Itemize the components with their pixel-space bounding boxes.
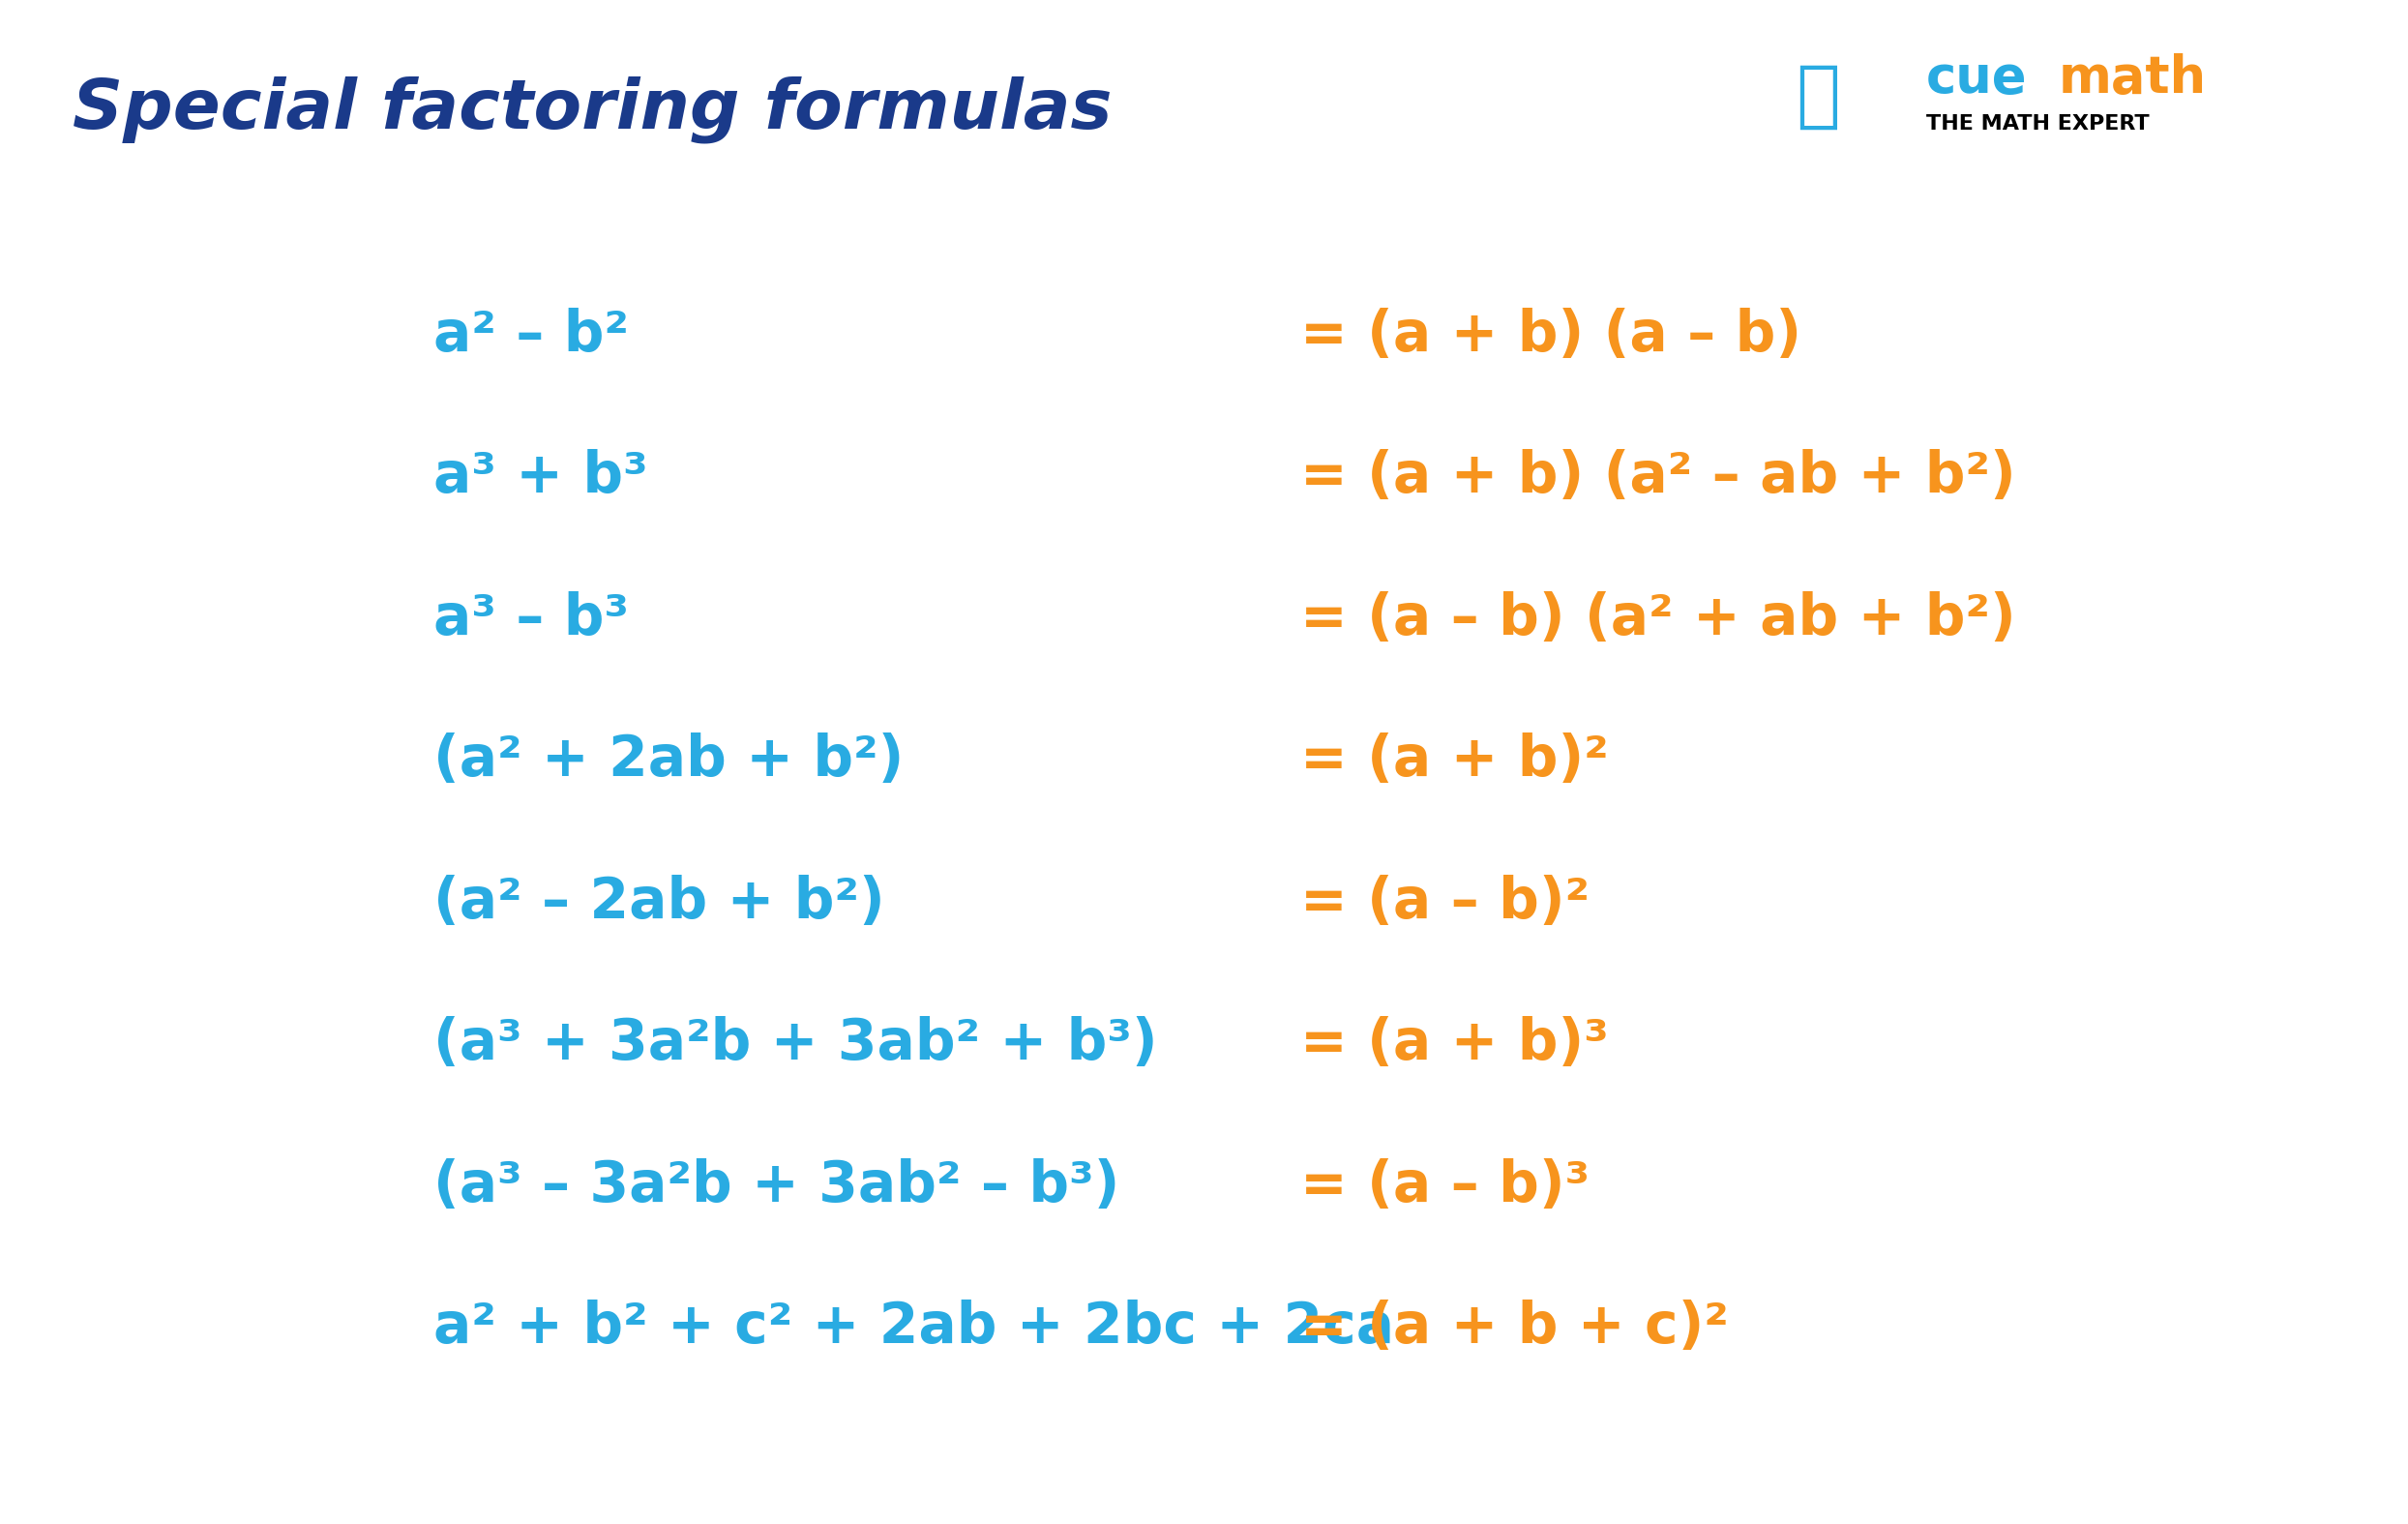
Text: = (a – b)³: = (a – b)³	[1300, 1158, 1589, 1213]
Text: = (a + b) (a² – ab + b²): = (a + b) (a² – ab + b²)	[1300, 450, 2015, 504]
Text: a³ + b³: a³ + b³	[433, 450, 648, 504]
Text: a³ – b³: a³ – b³	[433, 591, 628, 646]
Text: cue: cue	[1926, 53, 2028, 104]
Text: = (a – b)²: = (a – b)²	[1300, 875, 1589, 930]
Text: = (a + b)²: = (a + b)²	[1300, 733, 1609, 788]
Text: = (a + b) (a – b): = (a + b) (a – b)	[1300, 308, 1801, 363]
Text: = (a + b + c)²: = (a + b + c)²	[1300, 1300, 1729, 1355]
Text: (a² – 2ab + b²): (a² – 2ab + b²)	[433, 875, 886, 930]
Text: (a³ + 3a²b + 3ab² + b³): (a³ + 3a²b + 3ab² + b³)	[433, 1017, 1158, 1071]
Text: = (a – b) (a² + ab + b²): = (a – b) (a² + ab + b²)	[1300, 591, 2015, 646]
Text: THE MATH EXPERT: THE MATH EXPERT	[1926, 114, 2150, 134]
Text: math: math	[2059, 53, 2208, 104]
Text: (a³ – 3a²b + 3ab² – b³): (a³ – 3a²b + 3ab² – b³)	[433, 1158, 1120, 1213]
Text: = (a + b)³: = (a + b)³	[1300, 1017, 1609, 1071]
Text: a² – b²: a² – b²	[433, 308, 628, 363]
Text: Special factoring formulas: Special factoring formulas	[72, 76, 1112, 143]
Text: (a² + 2ab + b²): (a² + 2ab + b²)	[433, 733, 903, 788]
Text: 🚀: 🚀	[1796, 61, 1840, 133]
Text: a² + b² + c² + 2ab + 2bc + 2ca: a² + b² + c² + 2ab + 2bc + 2ca	[433, 1300, 1394, 1355]
